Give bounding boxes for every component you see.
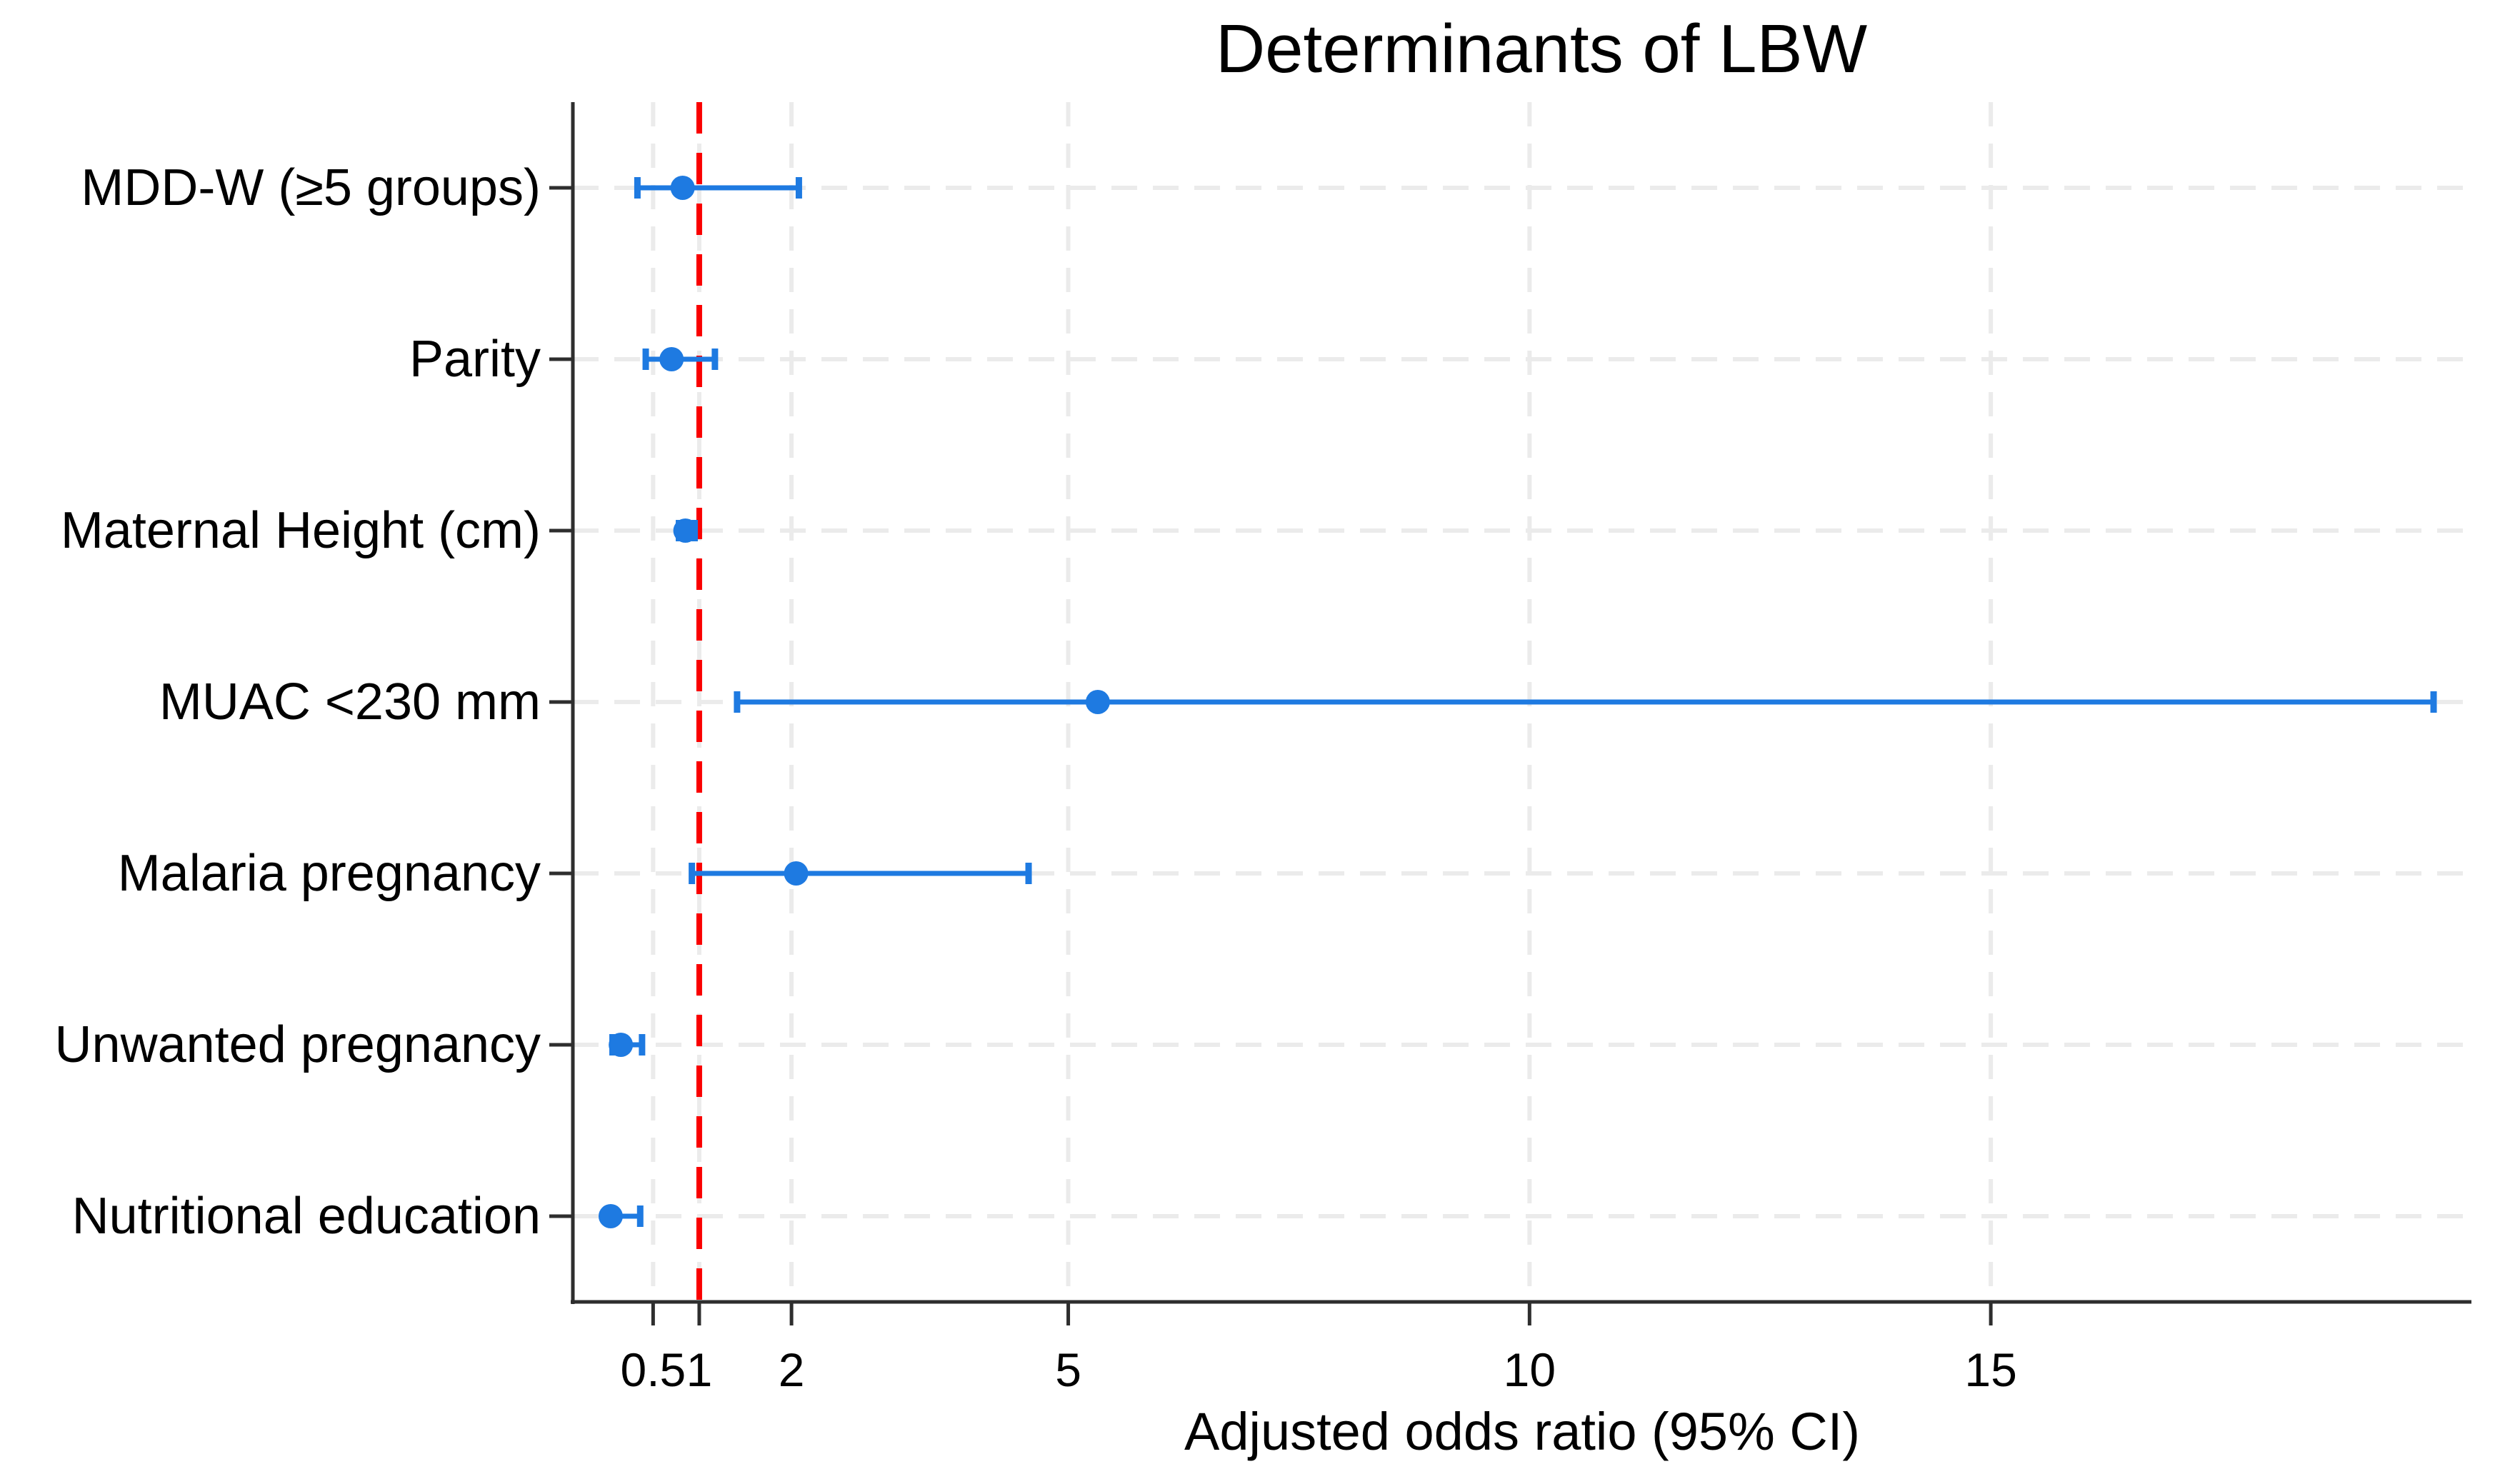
or-marker-0 — [670, 176, 695, 200]
or-marker-5 — [609, 1033, 634, 1057]
y-label-3: MUAC <230 mm — [159, 673, 541, 731]
or-marker-1 — [659, 347, 684, 371]
y-label-6: Nutritional education — [72, 1188, 541, 1245]
chart-title: Determinants of LBW — [1215, 11, 1868, 87]
x-tick-label-5: 5 — [1055, 1343, 1081, 1396]
y-label-2: Maternal Height (cm) — [61, 502, 541, 559]
or-marker-3 — [1085, 690, 1110, 714]
x-tick-label-1: 1 — [686, 1343, 713, 1396]
y-label-0: MDD-W (≥5 groups) — [81, 159, 541, 216]
y-label-5: Unwanted pregnancy — [55, 1016, 541, 1073]
or-marker-6 — [598, 1204, 623, 1228]
x-tick-label-0.5: 0.5 — [620, 1343, 686, 1396]
x-tick-label-15: 15 — [1964, 1343, 2016, 1396]
y-label-4: Malaria pregnancy — [118, 845, 541, 902]
x-axis-title: Adjusted odds ratio (95% CI) — [1184, 1402, 1861, 1461]
x-tick-label-2: 2 — [779, 1343, 805, 1396]
or-marker-2 — [673, 518, 698, 543]
x-tick-label-10: 10 — [1504, 1343, 1556, 1396]
y-label-1: Parity — [409, 331, 541, 388]
or-marker-4 — [784, 861, 809, 886]
